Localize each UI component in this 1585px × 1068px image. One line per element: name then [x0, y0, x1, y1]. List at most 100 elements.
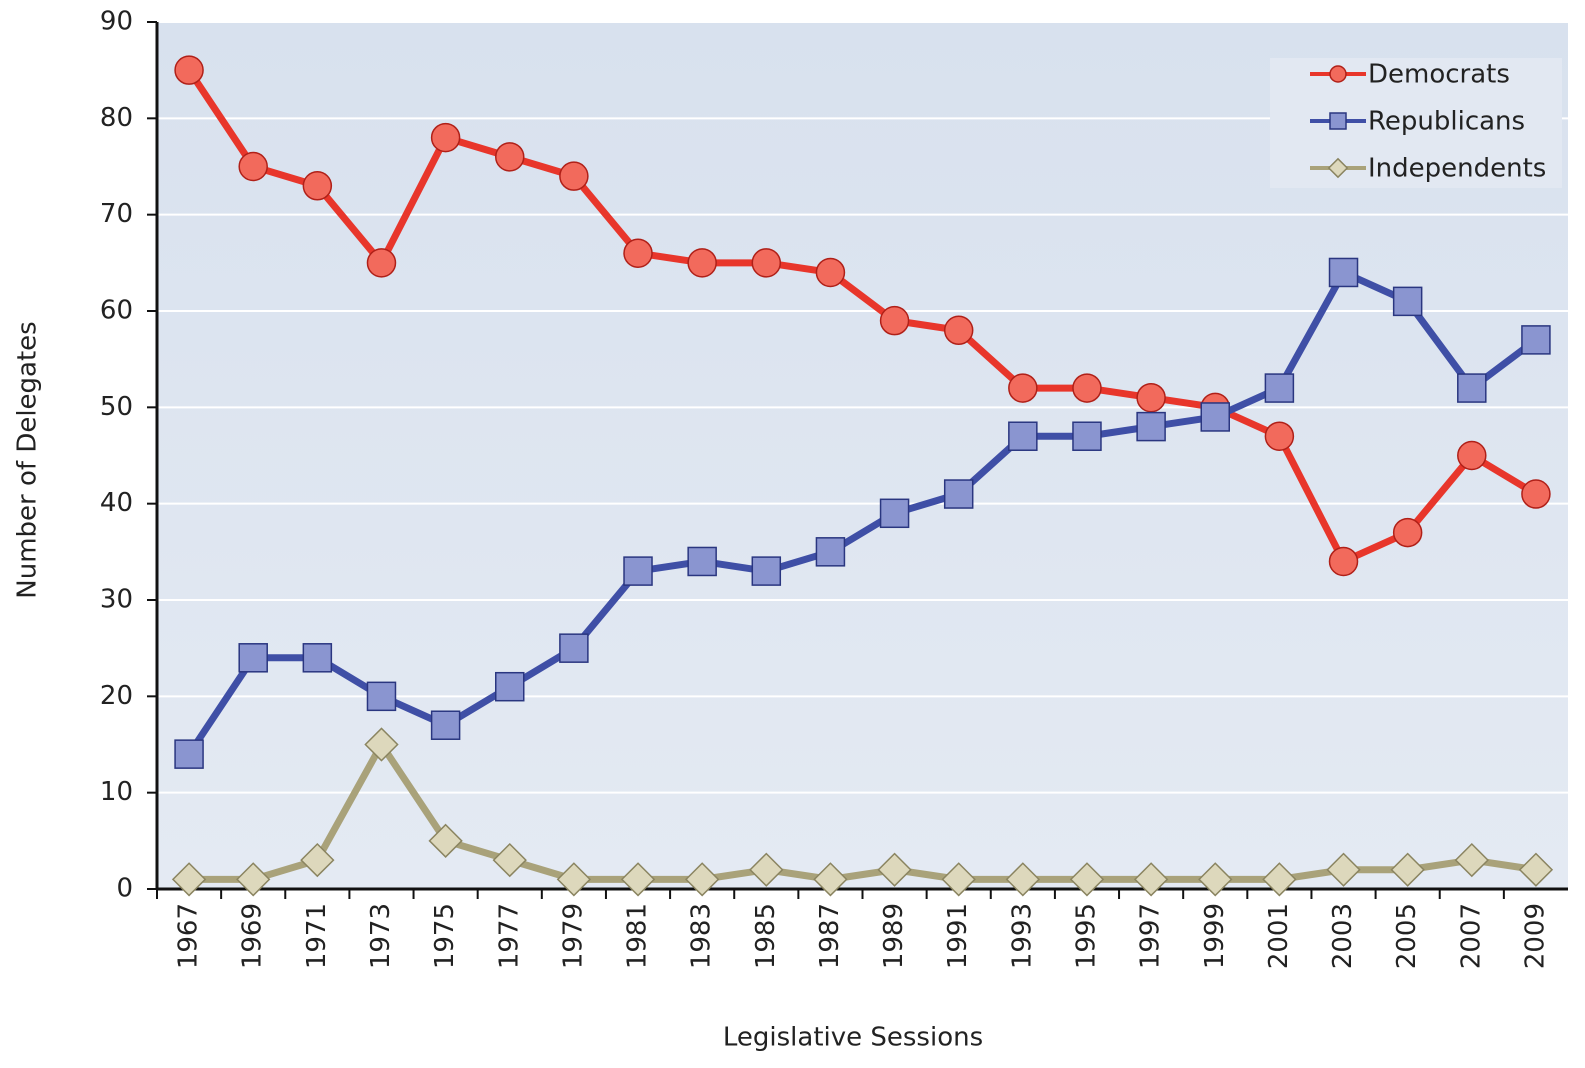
y-tick-label: 50 [100, 392, 133, 422]
x-axis-title: Legislative Sessions [723, 1023, 983, 1053]
marker [1328, 546, 1359, 577]
y-tick-label: 90 [100, 7, 133, 37]
marker [302, 171, 333, 201]
marker [559, 633, 589, 663]
series-line [186, 268, 1539, 757]
marker [751, 556, 782, 586]
marker [751, 248, 782, 278]
marker [174, 739, 204, 769]
y-tick-label: 40 [100, 488, 133, 518]
marker [815, 537, 846, 567]
marker [1264, 373, 1295, 403]
y-tick-label: 80 [100, 103, 133, 133]
x-tick-label: 1973 [366, 903, 396, 969]
x-tick-label: 1983 [687, 903, 717, 969]
marker [430, 710, 461, 740]
y-axis-title: Number of Delegates [13, 321, 43, 598]
marker [879, 305, 910, 336]
marker [1518, 852, 1554, 887]
marker [1072, 373, 1102, 403]
x-tick-label: 1969 [238, 903, 268, 969]
x-tick-label: 1981 [623, 903, 653, 969]
marker [302, 643, 333, 673]
marker [364, 727, 399, 762]
marker [1136, 382, 1166, 413]
marker [1328, 257, 1359, 288]
marker [1136, 411, 1166, 442]
marker [813, 862, 848, 897]
marker [1454, 842, 1489, 878]
marker [1198, 862, 1233, 897]
x-tick-label: 1995 [1071, 903, 1101, 969]
marker [623, 238, 653, 268]
marker [428, 823, 463, 858]
x-tick-label: 1991 [943, 903, 973, 969]
marker [430, 122, 461, 153]
series-line [186, 68, 1538, 565]
x-tick-label: 1997 [1136, 903, 1166, 969]
x-tick-label: 1967 [174, 903, 204, 969]
x-tick-label: 2009 [1520, 903, 1550, 969]
marker [1392, 286, 1423, 317]
marker [236, 862, 271, 897]
x-tick-label: 1985 [751, 903, 781, 969]
x-tick-label: 1979 [558, 903, 588, 969]
legend-marker [1327, 157, 1349, 179]
marker [238, 643, 268, 673]
marker [1264, 421, 1295, 451]
marker [492, 842, 527, 878]
x-tick-label: 1977 [494, 903, 524, 969]
marker [1262, 862, 1297, 897]
marker [620, 862, 656, 897]
x-tick-label: 2005 [1392, 903, 1422, 969]
marker [556, 862, 592, 897]
marker [749, 852, 784, 887]
marker [1200, 402, 1230, 432]
marker [300, 842, 335, 878]
marker [943, 479, 974, 509]
x-tick-label: 1987 [815, 903, 845, 969]
x-tick-label: 1999 [1200, 903, 1230, 969]
marker [687, 248, 717, 278]
marker [879, 498, 910, 529]
y-tick-label: 30 [100, 585, 133, 615]
x-tick-label: 1971 [302, 903, 332, 969]
marker [687, 546, 717, 577]
y-tick-label: 20 [100, 681, 133, 711]
marker [495, 671, 525, 702]
marker [1392, 517, 1423, 548]
marker [1521, 479, 1551, 509]
legend-marker [1329, 112, 1347, 130]
marker [1521, 325, 1551, 355]
marker [877, 852, 912, 887]
x-tick-label: 2007 [1456, 903, 1486, 969]
legend-marker [1329, 65, 1347, 83]
marker [1326, 852, 1361, 887]
y-tick-label: 70 [100, 199, 133, 229]
marker [366, 248, 397, 278]
marker [495, 142, 525, 172]
marker [941, 862, 976, 897]
marker [174, 55, 204, 85]
marker [1008, 373, 1038, 403]
marker [815, 257, 846, 288]
marker [1390, 852, 1425, 887]
marker [1008, 421, 1038, 451]
marker [943, 315, 974, 346]
x-tick-label: 1993 [1007, 903, 1037, 969]
marker [1005, 862, 1041, 897]
x-tick-label: 1989 [879, 903, 909, 969]
marker [1457, 440, 1487, 471]
x-tick-label: 2003 [1328, 903, 1358, 969]
legend-label: Democrats [1368, 60, 1510, 90]
marker [684, 862, 720, 897]
marker [559, 161, 589, 191]
legend-label: Independents [1368, 154, 1546, 184]
series-line [189, 741, 1537, 883]
x-tick-label: 1975 [430, 903, 460, 969]
y-tick-label: 0 [116, 874, 133, 904]
marker [623, 556, 653, 586]
x-tick-label: 2001 [1264, 903, 1294, 969]
y-tick-label: 60 [100, 296, 133, 326]
